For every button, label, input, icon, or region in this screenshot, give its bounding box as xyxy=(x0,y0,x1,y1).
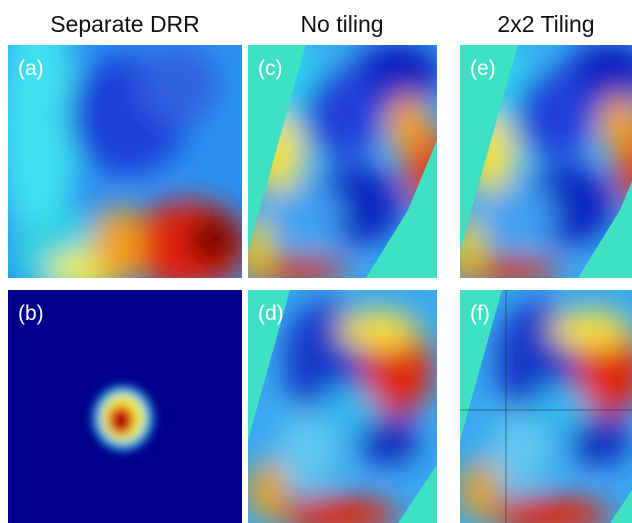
intensity-blob xyxy=(485,185,555,245)
intensity-blob xyxy=(388,95,428,155)
heatmap-panel: (f) xyxy=(460,290,632,523)
intensity-blob xyxy=(93,205,143,285)
intensity-blob xyxy=(248,460,288,520)
intensity-blob xyxy=(318,385,378,435)
intensity-blob xyxy=(228,256,348,284)
heatmap-panel: (e) xyxy=(440,35,632,284)
intensity-blob xyxy=(515,70,595,160)
column-title: 2x2 Tiling xyxy=(497,11,594,37)
panel-label: (f) xyxy=(470,302,490,325)
heatmap-panel: (b) xyxy=(8,290,242,523)
panel-label: (a) xyxy=(18,57,44,80)
panel-label: (c) xyxy=(258,57,283,80)
panel-label: (b) xyxy=(18,302,44,325)
panel-label: (e) xyxy=(470,57,496,80)
intensity-blob xyxy=(550,310,630,350)
intensity-blob xyxy=(273,185,343,245)
intensity-blob xyxy=(138,45,218,125)
intensity-blob xyxy=(303,70,383,160)
figure: (a) (b) (c) (d) (e) (f) Separate DRR No tiling 2… xyxy=(0,0,632,523)
intensity xyxy=(93,386,153,450)
intensity-blob xyxy=(338,310,418,350)
intensity-blob xyxy=(243,215,273,275)
heatmap-panel: (a) xyxy=(0,0,248,295)
column-title: No tiling xyxy=(300,11,383,37)
panel-label: (d) xyxy=(258,302,284,325)
intensity-blob xyxy=(188,215,238,265)
intensity-blob xyxy=(115,415,127,429)
column-title: Separate DRR xyxy=(50,11,200,37)
intensity-blob xyxy=(440,256,560,284)
heatmap-panel: (d) xyxy=(248,290,437,523)
heatmap-panel: (c) xyxy=(228,35,453,284)
intensity-blob xyxy=(460,460,500,520)
intensity-blob xyxy=(455,215,485,275)
